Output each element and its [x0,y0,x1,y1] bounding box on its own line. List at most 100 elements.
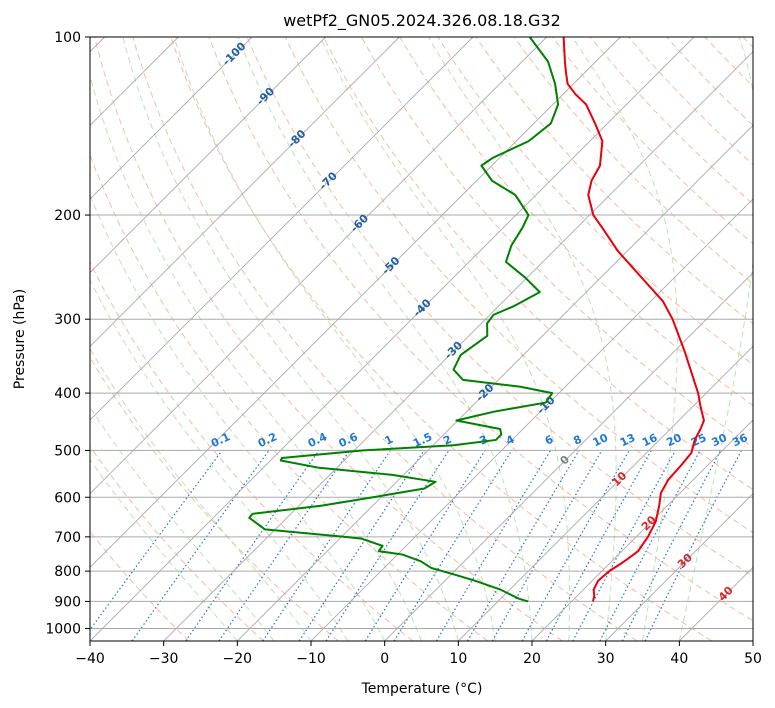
dry-adiabat-line [551,37,753,245]
y-tick-label: 100 [54,30,81,46]
profiles [248,37,705,603]
x-tick-label: 50 [744,651,762,667]
y-axis-label: Pressure (hPa) [12,289,28,389]
isotherm-line [458,345,753,641]
mixing-ratio-line [466,450,580,641]
isotherm-label: -90 [254,84,277,107]
isotherm-label: 0 [558,453,573,468]
y-tick-label: 900 [54,594,81,610]
isotherm-line [384,272,753,641]
dry-adiabat-line [628,37,753,166]
isotherm-line [90,37,695,641]
moist-adiabat-line [90,458,238,641]
moist-adiabat-line [90,406,275,641]
isotherm-line [90,37,621,568]
x-tick-label: 30 [597,651,615,667]
mixing-ratio-line [90,450,223,631]
background-lines [90,37,753,641]
x-tick-label: 10 [449,651,467,667]
plot-frame [89,36,754,642]
x-axis-label: Temperature (°C) [361,681,483,697]
x-tick-label: 0 [380,651,389,667]
chart-title: wetPf2_GN05.2024.326.08.18.G32 [283,11,561,31]
dry-adiabat-line [590,37,753,205]
mixing-ratio-line [644,450,743,641]
isotherm-label: 10 [609,469,629,489]
x-tick-label: −40 [75,651,105,667]
moist-adiabat-line [173,37,496,641]
mixing-ratio-line [298,450,425,641]
isotherm-label: 30 [675,551,695,571]
moist-adiabat-line [90,193,386,641]
mixing-ratio-line [545,450,652,641]
mixing-ratio-line [572,450,677,641]
mixing-ratio-label: 10 [591,431,611,449]
mixing-ratio-line [325,450,450,641]
isotherm-line [605,493,753,641]
dry-adiabat-line [94,37,563,641]
x-tick-label: −20 [223,651,253,667]
moist-adiabat-line [90,73,422,641]
moist-adiabat-line [90,347,312,641]
mixing-ratio-label: 0.2 [256,430,279,450]
y-tick-label: 800 [54,564,81,580]
moist-adiabat-line [122,37,459,641]
x-axis: −40 −30 −20 −10 0 10 20 30 40 50 [75,641,762,667]
mixing-ratio-line [262,450,391,641]
dry-adiabat-line [90,153,488,641]
mixing-ratio-label: 0.1 [209,430,232,450]
mark-labels: -100-90-80-70-60-50-40-30-20-10010203040… [209,39,750,603]
mixing-ratio-line [218,450,351,641]
isotherm-label: -30 [442,339,465,362]
dry-adiabat-line [399,37,753,407]
mixing-ratio-label: 1 [383,433,395,448]
moist-adiabat-line [427,37,617,641]
mixing-ratio-line [521,450,630,641]
isotherm-line [310,198,753,641]
y-tick-label: 600 [54,490,81,506]
y-tick-label: 1000 [45,621,81,637]
mixing-ratio-line [621,450,722,641]
dry-adiabat-line [208,37,753,622]
y-tick-label: 300 [54,312,81,328]
isotherm-line [237,124,753,641]
dry-adiabat-line [170,37,712,641]
dry-adiabat-line [90,261,414,641]
isotherm-line [90,37,474,421]
x-tick-label: 20 [523,651,541,667]
y-tick-label: 400 [54,386,81,402]
mixing-ratio-label: 8 [571,433,583,448]
x-tick-label: −10 [296,651,326,667]
moist-adiabat-line [571,37,678,641]
moist-adiabat-line [678,37,753,641]
isotherm-label: 40 [716,584,736,604]
mixing-ratio-line [435,450,552,641]
isotherm-line [531,419,753,641]
mixing-ratio-line [393,450,513,641]
y-axis: 100 200 300 400 500 600 700 800 900 1000 [45,30,90,637]
x-tick-label: −30 [149,651,179,667]
x-tick-label: 40 [670,651,688,667]
y-tick-label: 700 [54,530,81,546]
isotherm-line [90,37,547,495]
isotherm-label: -50 [379,254,402,277]
isotherm-label: -80 [285,127,308,150]
dry-adiabat-line [90,356,339,641]
isotherm-label: -10 [534,393,557,416]
dry-adiabat-line [132,37,638,641]
isotherm-line [163,51,753,641]
mixing-ratio-label: 20 [664,431,684,449]
temperature-profile-line [562,37,705,602]
moist-adiabat-line [319,37,571,641]
mixing-ratio-label: 30 [710,431,730,449]
isotherm-line [90,37,400,347]
isotherm-line [679,566,753,641]
dry-adiabat-line [323,37,753,491]
mixing-ratio-label: 13 [618,431,637,449]
dewpoint-profile-line [248,37,560,603]
isotherm-line [752,640,753,641]
isotherm-line [90,37,253,200]
moist-adiabat-line [237,37,533,641]
dry-adiabat-line [437,37,753,366]
